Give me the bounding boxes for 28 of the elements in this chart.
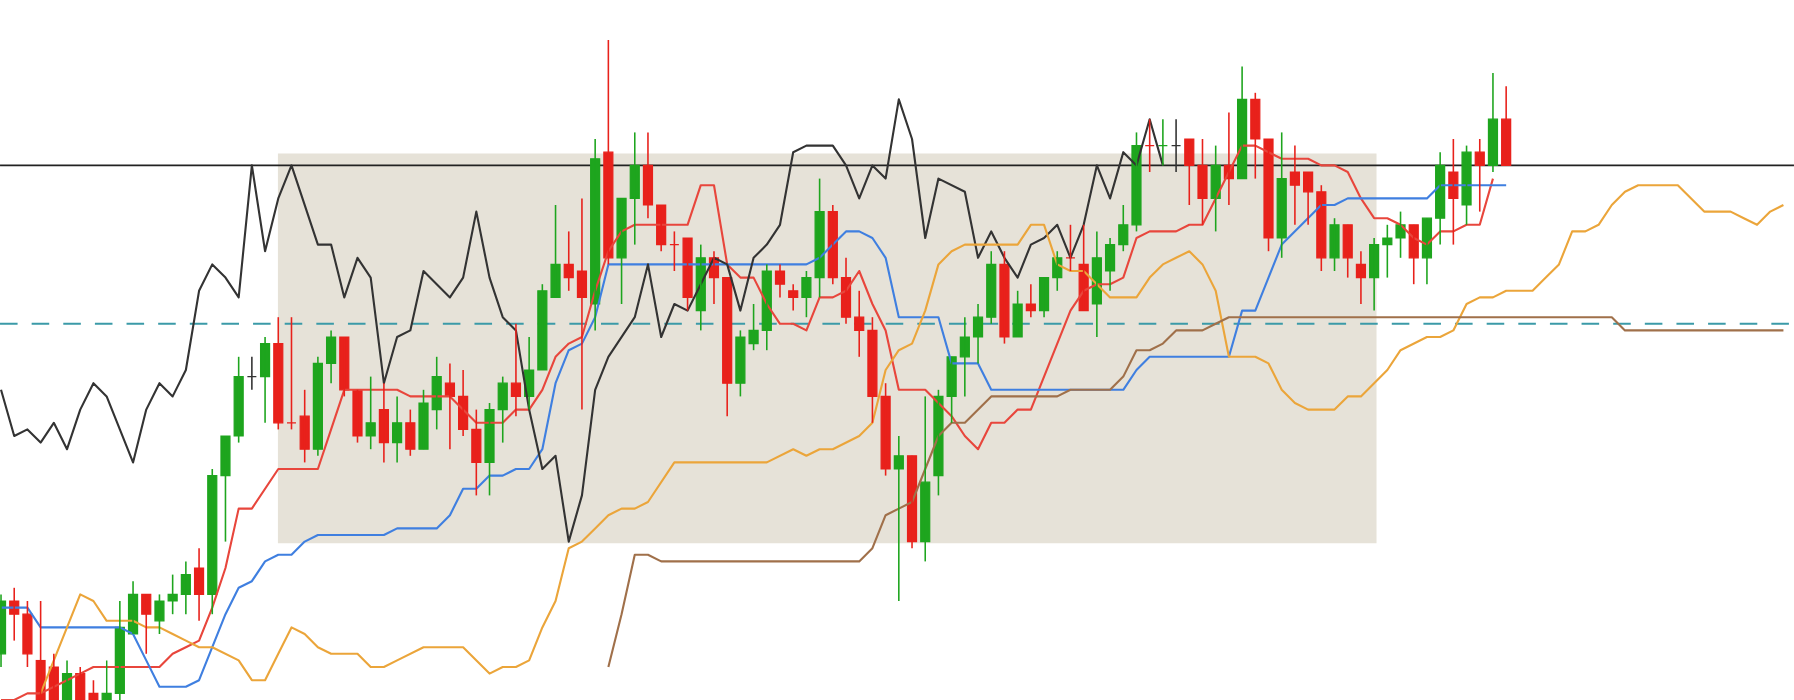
- candlestick: [1197, 138, 1208, 226]
- candlestick: [22, 600, 33, 668]
- candlestick: [1012, 290, 1023, 338]
- candlestick: [220, 435, 231, 543]
- candlestick: [1395, 210, 1406, 259]
- candlestick: [867, 316, 878, 424]
- candlestick: [801, 270, 812, 318]
- candlestick: [167, 573, 178, 615]
- candlestick: [999, 250, 1010, 345]
- candlestick: [484, 402, 495, 497]
- candlestick: [352, 389, 363, 444]
- candlestick: [1131, 131, 1142, 233]
- candlestick: [814, 177, 825, 299]
- candlestick: [550, 204, 561, 299]
- candlestick: [682, 237, 693, 312]
- candlestick: [735, 329, 746, 398]
- candlestick: [365, 375, 376, 450]
- candlestick: [880, 382, 891, 477]
- candlestick: [1263, 138, 1274, 252]
- candlestick: [1329, 217, 1340, 272]
- candlestick: [946, 356, 957, 424]
- candlestick: [1382, 224, 1393, 279]
- candlestick: [1461, 144, 1472, 226]
- candlestick: [748, 303, 759, 351]
- candlestick: [418, 389, 429, 450]
- candlestick: [154, 593, 165, 635]
- candlestick: [405, 408, 416, 457]
- candlestick: [616, 197, 627, 305]
